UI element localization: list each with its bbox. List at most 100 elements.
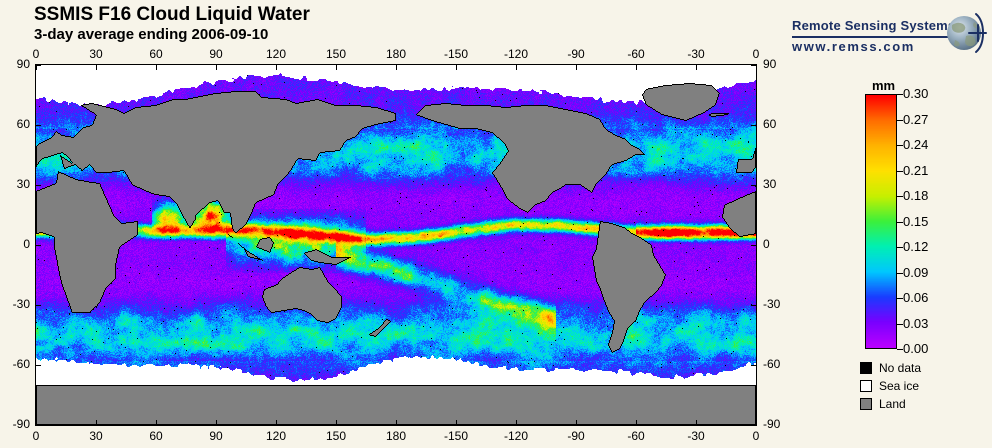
x-axis-tick-label: -30: [687, 47, 705, 61]
axis-tick: [635, 420, 637, 425]
y-axis-tick-label: 90: [763, 57, 777, 71]
colorbar-tick: [897, 324, 903, 325]
legend-item: No data: [860, 360, 990, 376]
axis-tick: [755, 420, 757, 425]
axis-tick: [35, 420, 37, 425]
axis-tick: [751, 424, 756, 426]
logo-organization-name: Remote Sensing Systems: [792, 18, 956, 33]
axis-tick: [95, 65, 97, 70]
axis-tick: [515, 420, 517, 425]
y-axis-tick-label: -60: [12, 357, 30, 371]
x-axis-tick-label: 120: [265, 47, 287, 61]
remss-logo[interactable]: Remote Sensing Systems www.remss.com: [792, 8, 988, 60]
axis-tick: [36, 124, 41, 126]
colorbar-tick: [897, 196, 903, 197]
globe-icon: [947, 13, 987, 53]
legend-item: Sea ice: [860, 378, 990, 394]
axis-tick: [35, 65, 37, 70]
x-axis-tick-label: 90: [209, 47, 223, 61]
logo-divider: [792, 36, 948, 38]
legend-swatch: [860, 380, 872, 392]
colorbar-tick: [897, 273, 903, 274]
colorbar-gradient: [866, 95, 896, 348]
axis-tick: [155, 65, 157, 70]
axis-tick: [215, 65, 217, 70]
colorbar-tick: [897, 120, 903, 121]
axis-tick: [36, 64, 41, 66]
axis-tick: [335, 65, 337, 70]
colorbar-tick: [897, 145, 903, 146]
y-axis-tick-label: 0: [763, 237, 770, 251]
axis-tick: [36, 364, 41, 366]
legend-swatch: [860, 362, 872, 374]
legend-label: Land: [879, 397, 906, 411]
colorbar-tick: [897, 349, 903, 350]
x-axis-tick-label: 120: [265, 429, 287, 443]
axis-tick: [695, 65, 697, 70]
axis-tick: [36, 424, 41, 426]
y-axis-tick-label: -30: [12, 297, 30, 311]
axis-tick: [751, 124, 756, 126]
y-axis-tick-label: 0: [23, 237, 30, 251]
legend-item: Land: [860, 396, 990, 412]
axis-tick: [455, 420, 457, 425]
colorbar-tick-label: 0.09: [903, 264, 929, 280]
axis-tick: [575, 65, 577, 70]
axis-tick: [695, 420, 697, 425]
x-axis-tick-label: -60: [627, 47, 645, 61]
colorbar-tick-label: 0.30: [903, 86, 929, 101]
x-axis-tick-label: 150: [325, 47, 347, 61]
y-axis-tick-label: 60: [16, 117, 30, 131]
x-axis-tick-label: -150: [443, 47, 469, 61]
y-axis-tick-label: -60: [763, 357, 781, 371]
colorbar-tick: [897, 222, 903, 223]
colorbar-tick: [897, 247, 903, 248]
colorbar-tick-label: 0.21: [903, 162, 929, 178]
y-axis-tick-label: 30: [763, 177, 777, 191]
axis-tick: [755, 65, 757, 70]
axis-tick: [155, 420, 157, 425]
axis-tick: [515, 65, 517, 70]
y-axis-tick-label: 90: [16, 57, 30, 71]
axis-tick: [455, 65, 457, 70]
page-subtitle: 3-day average ending 2006-09-10: [34, 26, 269, 43]
y-axis-tick-label: -90: [12, 417, 30, 431]
x-axis-tick-label: -30: [687, 429, 705, 443]
colorbar-tick: [897, 171, 903, 172]
axis-tick: [751, 244, 756, 246]
colorbar-tick-label: 0.27: [903, 111, 929, 127]
axis-tick: [36, 184, 41, 186]
axis-tick: [95, 420, 97, 425]
x-axis-tick-label: -90: [567, 47, 585, 61]
x-axis-tick-label: 0: [752, 429, 760, 443]
x-axis-tick-label: 150: [325, 429, 347, 443]
x-axis-tick-label: 30: [89, 429, 103, 443]
x-axis-tick-label: -60: [627, 429, 645, 443]
x-axis-tick-label: -120: [503, 47, 529, 61]
world-map-heatmap: [36, 65, 756, 425]
x-axis-tick-label: 0: [752, 47, 760, 61]
axis-tick: [275, 420, 277, 425]
axis-tick: [275, 65, 277, 70]
y-axis-tick-label: 60: [763, 117, 777, 131]
x-axis-tick-label: 180: [385, 429, 407, 443]
colorbar-tick-label: 0.00: [903, 341, 929, 356]
axis-tick: [751, 64, 756, 66]
x-axis-tick-label: 0: [32, 429, 40, 443]
axis-tick: [751, 184, 756, 186]
y-axis-tick-label: -30: [763, 297, 781, 311]
y-axis-tick-label: 30: [16, 177, 30, 191]
legend-swatch: [860, 398, 872, 410]
axis-tick: [36, 304, 41, 306]
x-axis-tick-label: 30: [89, 47, 103, 61]
x-axis-tick-label: -150: [443, 429, 469, 443]
logo-website-url: www.remss.com: [792, 39, 915, 54]
x-axis-tick-label: 60: [149, 429, 163, 443]
x-axis-tick-label: 60: [149, 47, 163, 61]
x-axis-tick-label: 90: [209, 429, 223, 443]
legend-label: Sea ice: [879, 379, 920, 393]
axis-tick: [215, 420, 217, 425]
legend-label: No data: [879, 361, 922, 375]
x-axis-tick-label: 180: [385, 47, 407, 61]
